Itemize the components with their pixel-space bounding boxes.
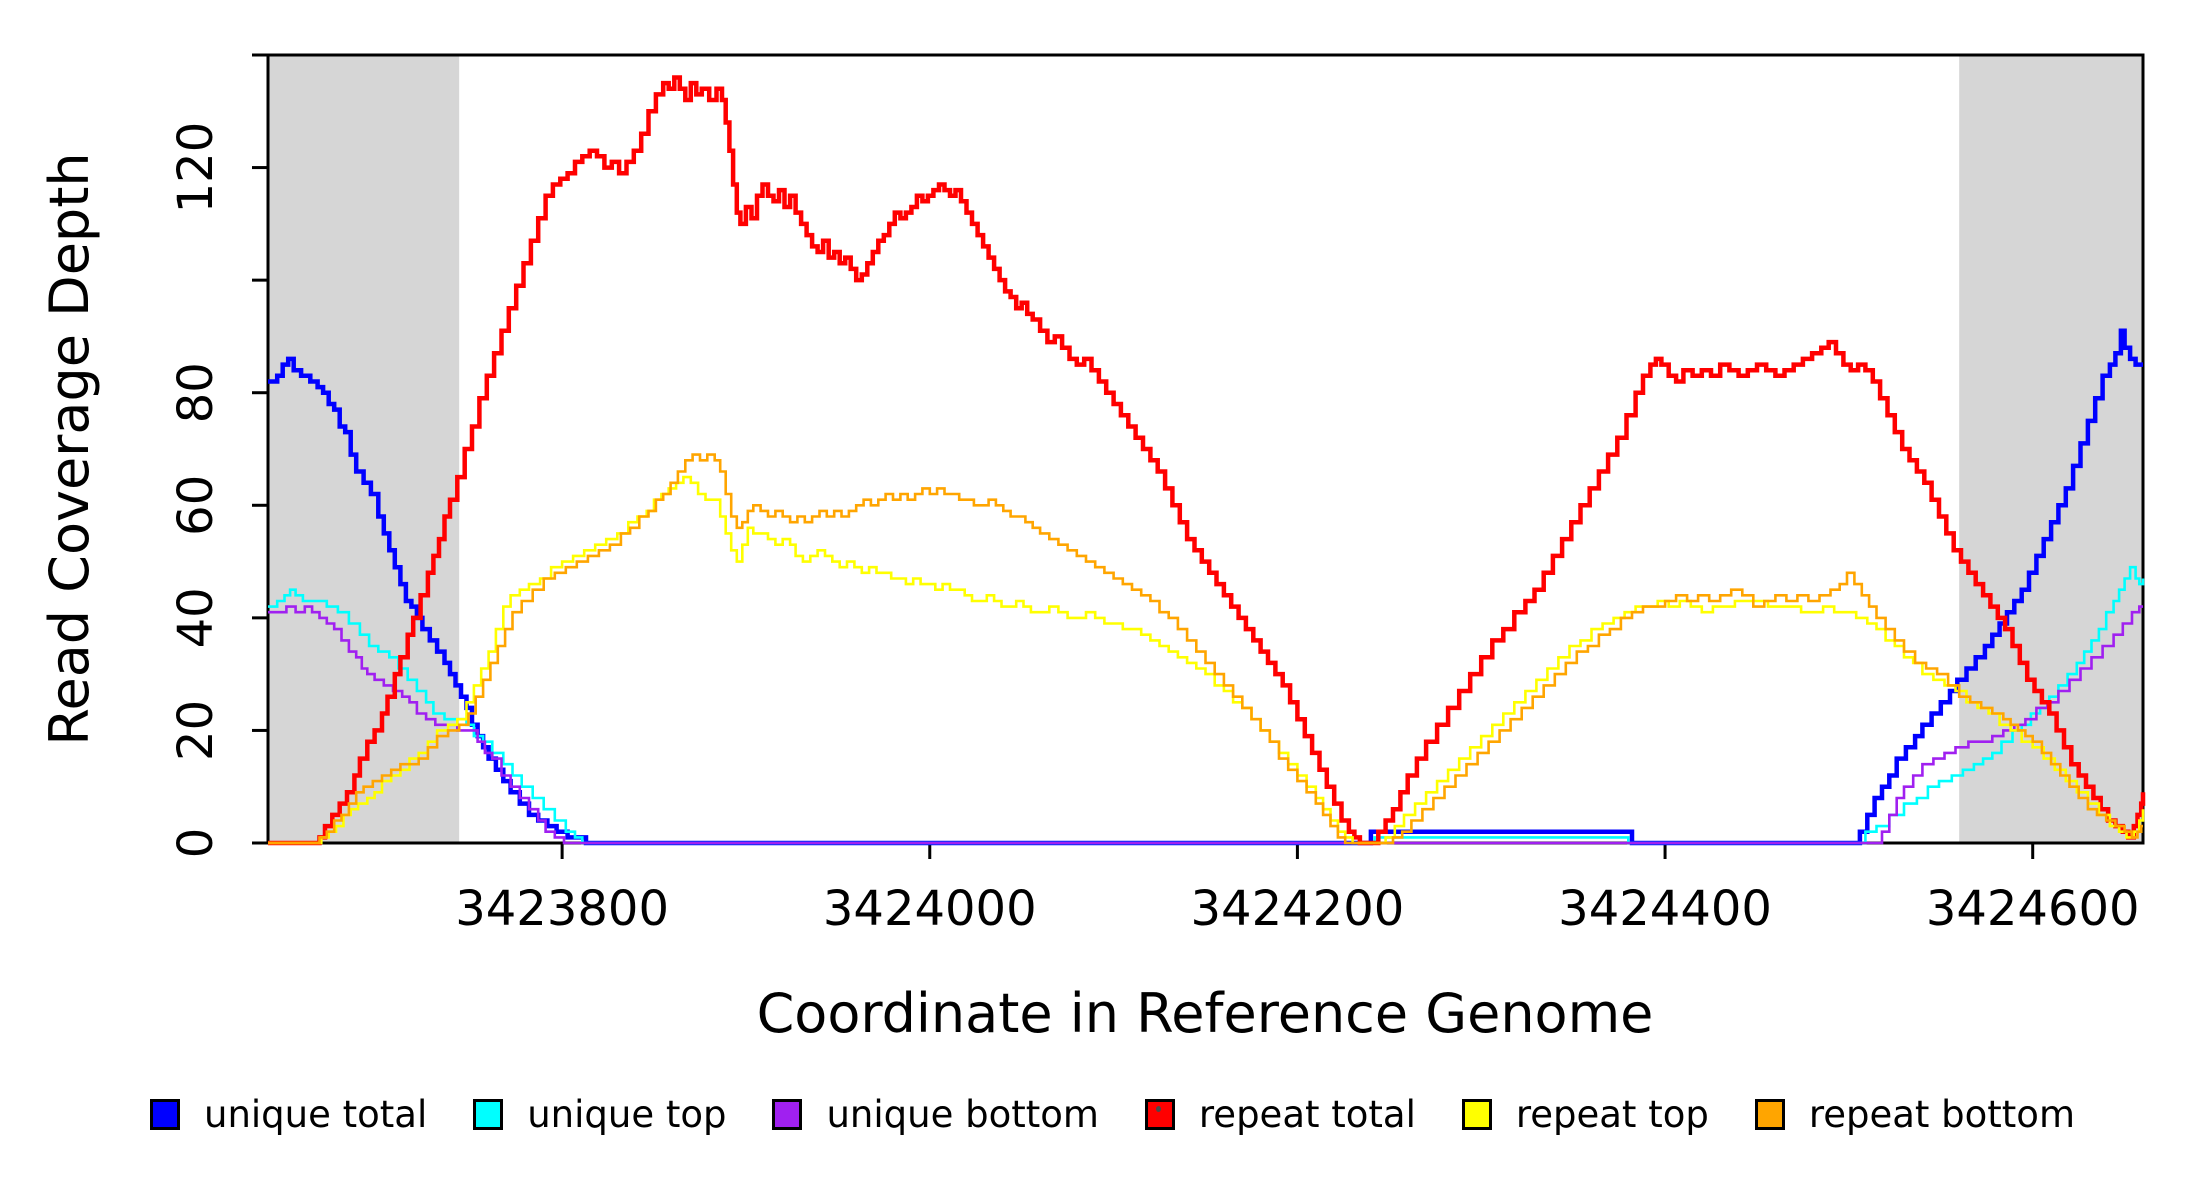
shaded-regions [268, 55, 2143, 843]
y-tick-label: 40 [168, 587, 224, 648]
y-tick-label: 80 [168, 362, 224, 423]
legend-item-unique-top: unique top [473, 1093, 727, 1136]
unique-bottom-label: unique bottom [826, 1093, 1099, 1136]
x-tick-label: 3424600 [1926, 881, 2140, 937]
legend-item-repeat-top: repeat top [1461, 1093, 1709, 1136]
unique-top-swatch [473, 1099, 504, 1130]
series-line-repeat-bottom [268, 453, 2143, 845]
axes: 3423800 3424000 3424200 3424400 3424600 0 20 40… [168, 53, 2145, 937]
x-tick-label: 3424000 [823, 881, 1037, 937]
y-tick-label: 0 [168, 828, 224, 859]
repeat-top-swatch [1461, 1099, 1492, 1130]
legend-item-unique-bottom: unique bottom [772, 1093, 1099, 1136]
repeat-total-swatch [1144, 1099, 1175, 1130]
series-line-unique-bottom [268, 605, 2143, 845]
stray-mark [1156, 1106, 1161, 1112]
series-line-repeat-top [268, 475, 2145, 845]
shaded-region-right [1959, 55, 2143, 843]
shaded-region-left [268, 55, 460, 843]
series-line-repeat-total [268, 75, 2146, 846]
y-tick-label: 60 [168, 475, 224, 536]
repeat-bottom-label: repeat bottom [1808, 1093, 2075, 1136]
y-tick-label: 20 [168, 700, 224, 761]
legend-item-unique-total: unique total [150, 1093, 427, 1136]
series-line-unique-top [268, 565, 2145, 845]
y-axis-title: Read Coverage Depth [38, 152, 101, 745]
x-axis-title: Coordinate in Reference Genome [757, 982, 1654, 1045]
y-tick-label: 120 [168, 122, 224, 214]
legend: unique total unique top unique bottom repea… [150, 1093, 2075, 1136]
repeat-top-label: repeat top [1515, 1093, 1709, 1136]
x-tick-label: 3423800 [455, 881, 669, 937]
unique-total-swatch [150, 1099, 180, 1130]
legend-item-repeat-bottom: repeat bottom [1754, 1093, 2075, 1136]
repeat-total-label: repeat total [1198, 1093, 1416, 1136]
unique-top-label: unique top [527, 1093, 727, 1136]
unique-bottom-swatch [772, 1099, 803, 1130]
legend-item-repeat-total: repeat total [1144, 1093, 1416, 1136]
series-lines [268, 75, 2146, 846]
repeat-bottom-swatch [1754, 1099, 1785, 1130]
plot-border [266, 53, 2145, 845]
unique-total-label: unique total [204, 1093, 428, 1136]
x-tick-label: 3424200 [1191, 881, 1405, 937]
x-tick-label: 3424400 [1558, 881, 1772, 937]
